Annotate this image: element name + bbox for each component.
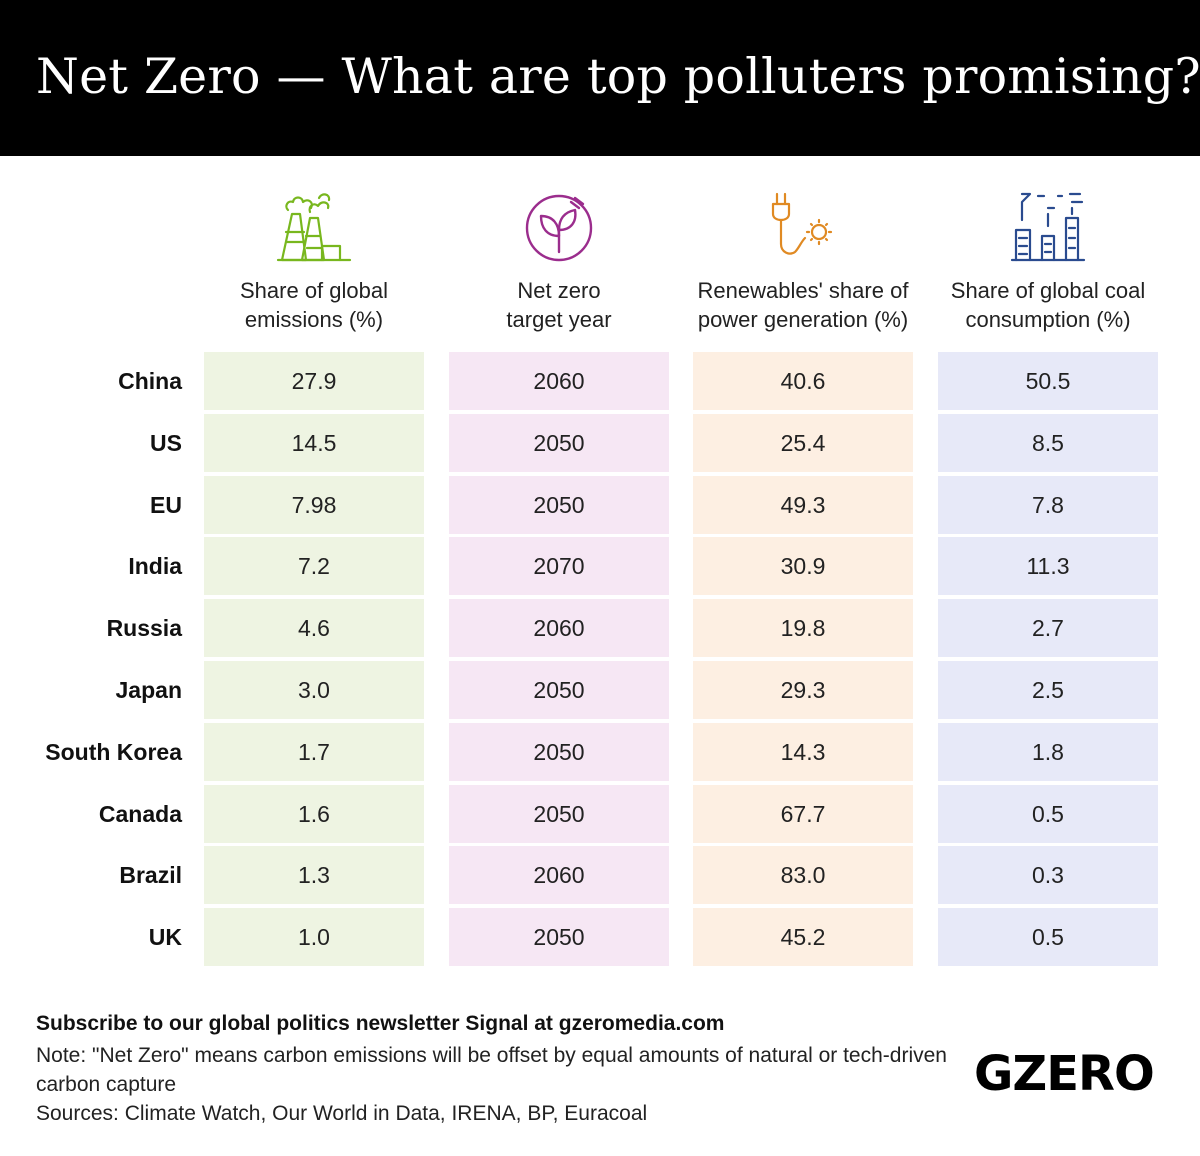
- table-cell-renewables: 40.6: [693, 352, 913, 410]
- page-title: Net Zero — What are top polluters promis…: [36, 48, 1200, 105]
- table-cell-emissions: 1.7: [204, 722, 424, 781]
- column-label: Share of global emissions (%): [240, 278, 388, 332]
- table-cell-emissions: 27.9: [204, 352, 424, 410]
- footer: Subscribe to our global politics newslet…: [36, 1010, 956, 1128]
- subscribe-text: Subscribe to our global politics newslet…: [36, 1012, 725, 1035]
- column-header-net_zero: Net zero target year: [439, 186, 679, 334]
- row-label: India: [128, 553, 182, 580]
- table-cell-emissions: 1.0: [204, 908, 424, 967]
- table-cell-net_zero: 2070: [449, 537, 669, 596]
- column-label: Net zero target year: [506, 278, 612, 332]
- table-cell-coal: 0.5: [938, 784, 1158, 843]
- table-cell-coal: 8.5: [938, 413, 1158, 472]
- table-cell-net_zero: 2050: [449, 475, 669, 534]
- table-cell-emissions: 7.98: [204, 475, 424, 534]
- sources-text: Sources: Climate Watch, Our World in Dat…: [36, 1102, 648, 1125]
- row-label: South Korea: [45, 738, 182, 765]
- row-label: Canada: [98, 800, 182, 827]
- table-cell-emissions: 14.5: [204, 413, 424, 472]
- table-cell-net_zero: 2060: [449, 846, 669, 905]
- table-cell-renewables: 19.8: [693, 599, 913, 658]
- header-bar: Net Zero — What are top polluters promis…: [0, 0, 1200, 156]
- row-label: EU: [150, 491, 182, 518]
- table-cell-emissions: 7.2: [204, 537, 424, 596]
- column-label: Share of global coal consumption (%): [950, 278, 1146, 332]
- power-plant-icon: [1008, 186, 1088, 266]
- table-cell-coal: 0.3: [938, 846, 1158, 905]
- table-cell-coal: 1.8: [938, 722, 1158, 781]
- row-label: Brazil: [119, 862, 182, 889]
- gzero-logo: GZERO: [974, 1046, 1155, 1102]
- row-label: US: [150, 429, 182, 456]
- table-cell-net_zero: 2060: [449, 599, 669, 658]
- table-cell-coal: 2.7: [938, 599, 1158, 658]
- note-text: Note: "Net Zero" means carbon emissions …: [36, 1044, 947, 1096]
- column-header-coal: Share of global coal consumption (%): [928, 186, 1168, 334]
- row-label: China: [118, 368, 182, 394]
- table-cell-net_zero: 2050: [449, 413, 669, 472]
- table-cell-net_zero: 2050: [449, 784, 669, 843]
- row-label: Russia: [106, 615, 182, 642]
- table-cell-coal: 2.5: [938, 661, 1158, 719]
- table-cell-net_zero: 2050: [449, 661, 669, 719]
- table-cell-net_zero: 2050: [449, 722, 669, 781]
- table-cell-emissions: 4.6: [204, 599, 424, 658]
- factory-smoke-icon: [274, 186, 354, 266]
- table-cell-net_zero: 2050: [449, 908, 669, 967]
- table-cell-renewables: 30.9: [693, 537, 913, 596]
- table-cell-emissions: 3.0: [204, 661, 424, 719]
- table-cell-coal: 0.5: [938, 908, 1158, 967]
- row-label: Japan: [115, 677, 182, 703]
- table-cell-coal: 7.8: [938, 475, 1158, 534]
- column-header-emissions: Share of global emissions (%): [194, 186, 434, 334]
- solar-plug-icon: [763, 186, 843, 266]
- table-cell-renewables: 67.7: [693, 784, 913, 843]
- table-cell-renewables: 45.2: [693, 908, 913, 967]
- table-cell-coal: 11.3: [938, 537, 1158, 596]
- table-cell-renewables: 14.3: [693, 722, 913, 781]
- column-label: Renewables' share of power generation (%…: [697, 278, 909, 332]
- leaf-plug-icon: [519, 186, 599, 266]
- table-cell-renewables: 49.3: [693, 475, 913, 534]
- table-cell-renewables: 29.3: [693, 661, 913, 719]
- table-cell-renewables: 25.4: [693, 413, 913, 472]
- table-cell-emissions: 1.6: [204, 784, 424, 843]
- table-cell-coal: 50.5: [938, 352, 1158, 410]
- table-cell-emissions: 1.3: [204, 846, 424, 905]
- table-cell-renewables: 83.0: [693, 846, 913, 905]
- row-label: UK: [148, 924, 182, 951]
- column-header-renewables: Renewables' share of power generation (%…: [683, 186, 923, 334]
- table-cell-net_zero: 2060: [449, 352, 669, 410]
